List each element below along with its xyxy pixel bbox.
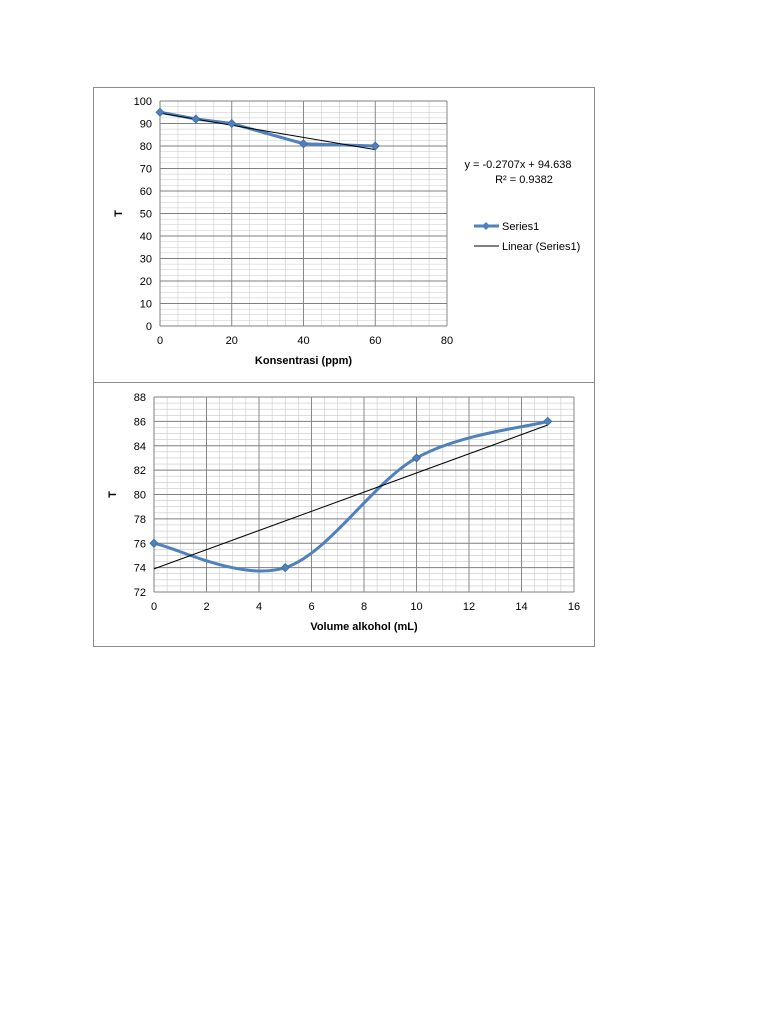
chart-2-x-tick-label: 6 xyxy=(308,601,314,613)
chart-1-point xyxy=(191,114,201,124)
chart-2-x-tick-label: 12 xyxy=(463,601,475,613)
chart-1-y-tick-label: 40 xyxy=(140,231,152,243)
chart-2-x-tick-label: 2 xyxy=(203,601,209,613)
chart-2-y-tick-label: 80 xyxy=(134,490,146,502)
chart-1-x-tick-label: 80 xyxy=(441,335,453,347)
chart-1-point xyxy=(227,118,237,129)
chart-2-point xyxy=(411,453,422,463)
chart-1-y-tick-label: 70 xyxy=(140,164,152,176)
chart-1-y-tick-label: 30 xyxy=(140,254,152,266)
chart-2-point xyxy=(280,563,290,573)
chart-1-y-tick-label: 10 xyxy=(140,299,152,311)
chart-2-frame: 0 2 4 6 8 10 12 14 16 72 74 76 78 80 82 84 86 88 Volume al… xyxy=(93,382,595,647)
chart-2-y-tick-label: 84 xyxy=(134,441,146,453)
chart-1-legend: Series1 Linear (Series1) xyxy=(474,221,580,253)
chart-2-y-tick-label: 72 xyxy=(134,587,146,599)
chart-2-x-tick-label: 14 xyxy=(515,601,527,613)
chart-2-series-line xyxy=(153,419,549,573)
chart-2-svg: 0 2 4 6 8 10 12 14 16 72 74 76 78 80 82 84 86 88 Volume al… xyxy=(107,392,580,633)
chart-1-y-tick-label: 0 xyxy=(146,321,152,333)
chart-1-y-tick-label: 60 xyxy=(140,186,152,198)
chart-2-y-tick-label: 82 xyxy=(134,465,146,477)
chart-1-svg: 0 20 40 60 80 0 10 20 30 40 50 60 70 80 90 100 Konsentra… xyxy=(113,96,580,367)
chart-1-point xyxy=(155,107,165,117)
chart-2-x-axis-title: Volume alkohol (mL) xyxy=(310,621,418,633)
chart-2-trendline xyxy=(153,424,548,570)
chart-1-y-tick-label: 100 xyxy=(134,96,152,108)
chart-1-point xyxy=(298,139,309,149)
chart-2-y-axis-title: T xyxy=(107,491,119,498)
chart-1-y-tick-label: 20 xyxy=(140,276,152,288)
chart-1-x-tick-label: 60 xyxy=(369,335,381,347)
chart-2-y-tick-label: 76 xyxy=(134,538,146,550)
chart-1-trendline-equation: y = -0.2707x + 94.638 xyxy=(464,159,571,171)
chart-2-x-tick-label: 10 xyxy=(410,601,422,613)
chart-2-y-tick-label: 74 xyxy=(134,563,146,575)
chart-1-x-axis-title: Konsentrasi (ppm) xyxy=(255,355,353,367)
chart-1-x-tick-label: 40 xyxy=(297,335,309,347)
chart-2-x-tick-label: 4 xyxy=(256,601,262,613)
chart-2-y-tick-label: 88 xyxy=(134,392,146,404)
chart-2-point xyxy=(543,416,553,426)
chart-1-x-tick-label: 0 xyxy=(157,335,163,347)
chart-1-y-axis-title: T xyxy=(113,210,125,217)
chart-2-point xyxy=(149,538,159,548)
chart-1-point xyxy=(370,141,380,151)
chart-1-y-tick-label: 50 xyxy=(140,209,152,221)
chart-1-frame: 0 20 40 60 80 0 10 20 30 40 50 60 70 80 90 100 Konsentra… xyxy=(93,87,595,383)
chart-1-legend-series-label: Series1 xyxy=(502,221,539,233)
chart-2-y-tick-label: 78 xyxy=(134,514,146,526)
chart-1-legend-series-marker xyxy=(482,222,490,230)
chart-2-x-tick-label: 0 xyxy=(151,601,157,613)
chart-1-r-squared: R² = 0.9382 xyxy=(495,174,553,186)
chart-2-x-tick-label: 8 xyxy=(361,601,367,613)
chart-1-y-tick-label: 80 xyxy=(140,141,152,153)
chart-1-x-tick-label: 20 xyxy=(226,335,238,347)
chart-2-y-tick-label: 86 xyxy=(134,416,146,428)
chart-1-legend-trendline-label: Linear (Series1) xyxy=(502,241,580,253)
chart-1-major-grid xyxy=(159,100,448,327)
chart-2-x-tick-label: 16 xyxy=(568,601,580,613)
chart-1-y-tick-label: 90 xyxy=(140,119,152,131)
